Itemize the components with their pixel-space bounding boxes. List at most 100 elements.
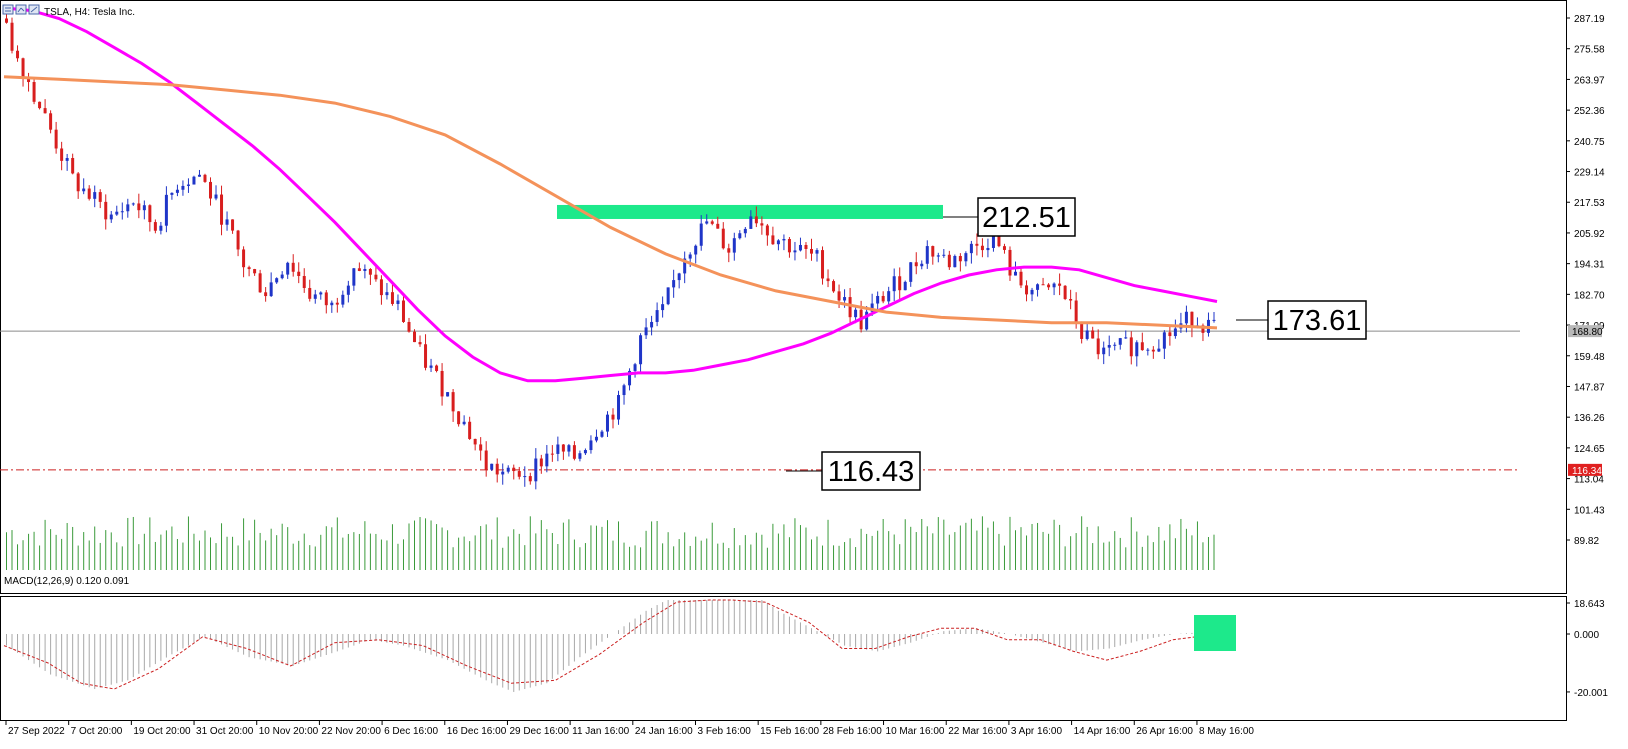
candle-body bbox=[821, 250, 825, 279]
candle-body bbox=[490, 463, 494, 470]
candle-body bbox=[21, 58, 25, 79]
price-tick-label: 287.19 bbox=[1574, 14, 1605, 25]
chart-window-icon[interactable] bbox=[15, 4, 27, 15]
candle-body bbox=[848, 297, 852, 318]
candle-body bbox=[975, 243, 979, 246]
time-tick-label: 24 Jan 16:00 bbox=[635, 726, 693, 737]
candle-body bbox=[887, 291, 891, 302]
candle-body bbox=[1058, 283, 1062, 286]
macd-tick-label: 0.000 bbox=[1574, 630, 1599, 641]
candle-body bbox=[787, 238, 791, 253]
candle-body bbox=[192, 176, 196, 185]
candle-body bbox=[10, 22, 14, 51]
candle-body bbox=[126, 204, 130, 212]
candle-body bbox=[1052, 283, 1056, 288]
candle-body bbox=[1184, 311, 1188, 324]
candle-body bbox=[462, 421, 466, 425]
macd-signal-line bbox=[3, 599, 1218, 690]
candle-body bbox=[1063, 285, 1067, 300]
slow-moving-average-line bbox=[3, 75, 1218, 330]
price-tick-label: 217.53 bbox=[1574, 198, 1605, 209]
price-axis: 287.19 275.58 263.97 252.36 240.75 229.14 217.… bbox=[1566, 14, 1605, 547]
time-tick-label: 16 Dec 16:00 bbox=[447, 726, 507, 737]
price-tick-label: 136.26 bbox=[1574, 413, 1605, 424]
candle-body bbox=[346, 285, 350, 295]
candle-body bbox=[594, 436, 598, 441]
candle-body bbox=[98, 192, 102, 202]
resistance-zone bbox=[557, 204, 943, 219]
candle-body bbox=[1036, 284, 1040, 290]
candle-body bbox=[1201, 325, 1205, 333]
candle-body bbox=[881, 295, 885, 302]
current-price-badge bbox=[1568, 325, 1602, 338]
candle-body bbox=[550, 453, 554, 455]
candle-body bbox=[38, 101, 42, 109]
time-tick-label: 22 Mar 16:00 bbox=[948, 726, 1007, 737]
main-panel-frame bbox=[0, 0, 1567, 594]
candle-body bbox=[446, 392, 450, 397]
candle-body bbox=[561, 444, 565, 452]
candle-body bbox=[661, 304, 665, 311]
candle-body bbox=[925, 246, 929, 264]
candle-body bbox=[93, 192, 97, 199]
time-tick-label: 15 Feb 16:00 bbox=[760, 726, 819, 737]
candle-body bbox=[749, 216, 753, 229]
candle-body bbox=[104, 201, 108, 220]
callout-box bbox=[821, 451, 921, 491]
candle-body bbox=[605, 414, 609, 432]
price-callout-116.43: 116.43 bbox=[828, 456, 915, 488]
candle-body bbox=[1146, 349, 1150, 351]
candle-body bbox=[771, 235, 775, 245]
volume-bars bbox=[6, 516, 1215, 570]
candle-body bbox=[269, 282, 273, 297]
candle-body bbox=[611, 414, 615, 420]
time-tick-label: 11 Jan 16:00 bbox=[572, 726, 630, 737]
resistance-zone-rect bbox=[557, 204, 943, 219]
candle-body bbox=[666, 287, 670, 305]
candle-body bbox=[710, 221, 714, 224]
candle-body bbox=[1085, 330, 1089, 339]
candle-body bbox=[1102, 347, 1106, 355]
candle-body bbox=[1151, 349, 1155, 352]
candle-body bbox=[390, 292, 394, 304]
candle-body bbox=[142, 205, 146, 211]
candle-body bbox=[765, 225, 769, 236]
callout-box bbox=[1267, 300, 1367, 340]
candle-body bbox=[214, 194, 218, 199]
candle-body bbox=[589, 440, 593, 451]
candle-body bbox=[308, 287, 312, 299]
candle-body bbox=[468, 421, 472, 439]
candle-body bbox=[644, 327, 648, 336]
chart-window-icon[interactable] bbox=[28, 4, 40, 15]
candle-body bbox=[1173, 328, 1177, 337]
candle-body bbox=[528, 476, 532, 482]
chart-window-icon[interactable] bbox=[2, 4, 14, 15]
candle-body bbox=[980, 245, 984, 251]
candle-body bbox=[798, 244, 802, 251]
candle-body bbox=[164, 194, 168, 226]
candle-body bbox=[424, 344, 428, 368]
candle-body bbox=[357, 268, 361, 271]
candle-body bbox=[82, 188, 86, 192]
candle-body bbox=[1080, 323, 1084, 339]
candle-body bbox=[76, 173, 80, 192]
candle-body bbox=[1157, 348, 1161, 352]
candle-body bbox=[694, 245, 698, 255]
fast-moving-average-line bbox=[3, 6, 1218, 383]
candle-body bbox=[854, 309, 858, 318]
candle-body bbox=[1002, 246, 1006, 250]
candle-body bbox=[688, 254, 692, 259]
candle-body bbox=[242, 249, 246, 268]
candle-body bbox=[539, 458, 543, 467]
candle-body bbox=[909, 262, 913, 282]
candle-body bbox=[1129, 337, 1133, 357]
candle-body bbox=[832, 281, 836, 292]
candle-body bbox=[931, 246, 935, 257]
candle-body bbox=[1069, 299, 1073, 301]
price-tick-label: 147.87 bbox=[1574, 382, 1605, 393]
candle-body bbox=[1030, 289, 1034, 295]
candle-body bbox=[495, 463, 499, 475]
candle-body bbox=[137, 203, 141, 211]
price-tick-label: 124.65 bbox=[1574, 444, 1605, 455]
